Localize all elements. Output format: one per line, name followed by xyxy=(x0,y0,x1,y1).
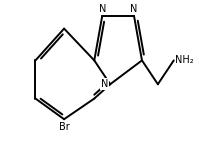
Text: N: N xyxy=(101,79,108,89)
Text: NH₂: NH₂ xyxy=(175,55,194,65)
Text: N: N xyxy=(130,4,138,14)
Text: N: N xyxy=(98,4,106,14)
Text: Br: Br xyxy=(59,122,70,132)
